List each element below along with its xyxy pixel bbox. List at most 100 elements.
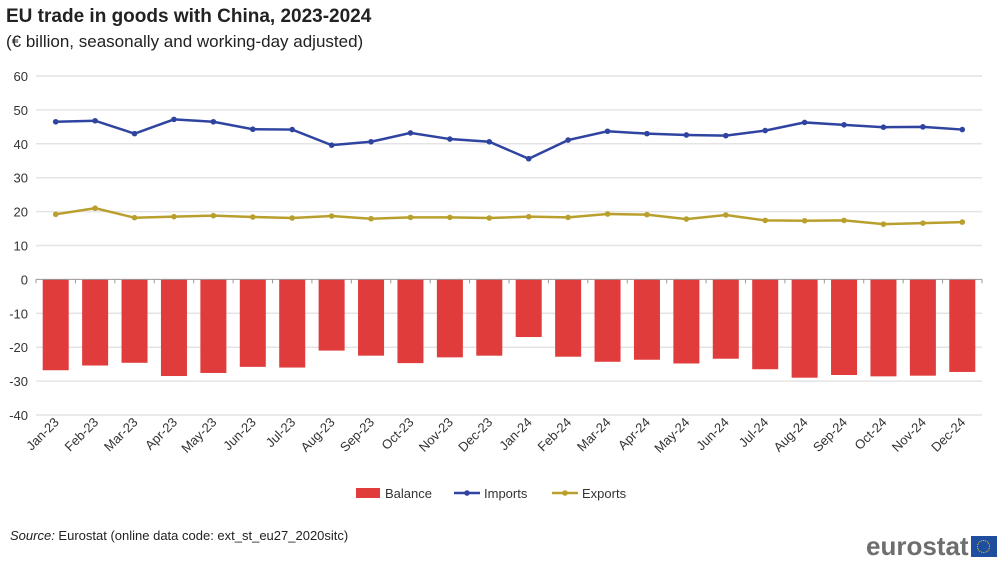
bar-balance [712,279,739,359]
bar-balance [318,279,345,351]
bar-balance [791,279,818,378]
logo-text: eurostat [866,531,969,561]
point-imports [171,116,177,123]
x-tick-label: Mar-24 [574,415,614,455]
point-imports [289,126,296,133]
y-tick-label: 0 [21,272,28,287]
y-tick-label: 10 [14,239,28,254]
x-tick-label: Oct-24 [851,415,889,453]
point-imports [407,130,414,136]
point-exports [959,219,966,225]
eurostat-logo: eurostat [866,531,997,562]
bar-balance [239,279,266,367]
y-tick-label: 40 [14,137,28,152]
x-tick-label: Feb-24 [535,415,575,455]
y-tick-label: 30 [14,171,28,186]
bar-balance [673,279,700,364]
bar-balance [121,279,148,363]
bar-balance [358,279,385,356]
point-exports [604,211,611,217]
point-imports [604,128,611,135]
point-exports [762,217,769,224]
bar-balance [160,279,187,377]
point-exports [644,211,650,218]
y-tick-label: 20 [14,205,28,220]
x-tick-label: Apr-23 [142,415,180,453]
x-tick-label: Mar-23 [101,415,141,455]
bar-balance [279,279,306,368]
point-imports [683,132,690,138]
bar-balance [200,279,227,373]
point-exports [249,214,256,220]
point-exports [880,221,887,227]
x-tick-label: Sep-24 [810,415,850,455]
point-imports [722,132,729,139]
bar-balance [870,279,897,377]
line-exports [55,206,963,226]
point-imports [959,126,966,133]
y-tick-label: -10 [9,306,28,321]
bar-balance [476,279,503,356]
point-exports [328,213,335,219]
bar-balance [831,279,858,375]
legend-label-balance: Balance [385,486,432,501]
x-tick-label: Jun-24 [693,415,732,454]
bar-balance [594,279,621,362]
x-tick-label: Jan-24 [496,415,535,454]
legend-swatch-balance [356,488,380,498]
point-imports [52,118,59,125]
legend-marker-imports [464,490,470,496]
x-tick-label: Feb-23 [62,415,102,455]
point-imports [328,142,335,148]
point-exports [683,216,690,222]
x-tick-label: Nov-23 [416,415,456,455]
point-exports [210,212,217,219]
x-tick-label: May-23 [178,415,219,456]
point-imports [880,124,887,130]
bar-balance [436,279,463,358]
point-exports [447,214,453,221]
point-imports [801,119,808,126]
point-imports [131,130,138,137]
x-tick-label: Apr-24 [615,415,653,453]
x-tick-label: Sep-23 [337,415,377,455]
legend-label-exports: Exports [582,486,627,501]
bar-balance [397,279,424,364]
point-exports [565,214,571,221]
y-tick-label: -20 [9,340,28,355]
point-imports [565,137,571,143]
x-tick-label: May-24 [651,415,692,456]
point-imports [447,136,453,142]
bar-balance [42,279,69,371]
point-exports [801,217,808,224]
x-tick-label: Jan-23 [23,415,62,454]
bar-balance [555,279,582,357]
point-imports [210,118,217,125]
legend-label-imports: Imports [484,486,528,501]
eu-flag-icon [970,536,997,557]
bar-balance [633,279,660,360]
bar-balance [82,279,109,366]
line-imports [55,118,963,161]
x-tick-label: Dec-23 [455,415,495,455]
point-exports [52,211,59,218]
point-exports [486,215,493,221]
source-note: Source: Eurostat (online data code: ext_… [10,528,348,543]
x-tick-label: Jul-23 [263,415,299,451]
point-imports [486,138,493,145]
x-tick-label: Jun-23 [220,415,259,454]
chart-title: EU trade in goods with China, 2023-2024 [6,6,372,27]
point-exports [368,215,374,222]
point-imports [368,138,374,145]
x-tick-label: Jul-24 [736,415,772,451]
point-exports [920,220,926,226]
bar-balance [909,279,936,376]
point-exports [722,212,729,218]
point-exports [289,215,296,221]
point-exports [92,205,98,212]
point-imports [92,117,98,124]
bar-balance [752,279,779,370]
y-tick-label: 60 [14,69,28,84]
x-tick-label: Dec-24 [928,415,968,455]
